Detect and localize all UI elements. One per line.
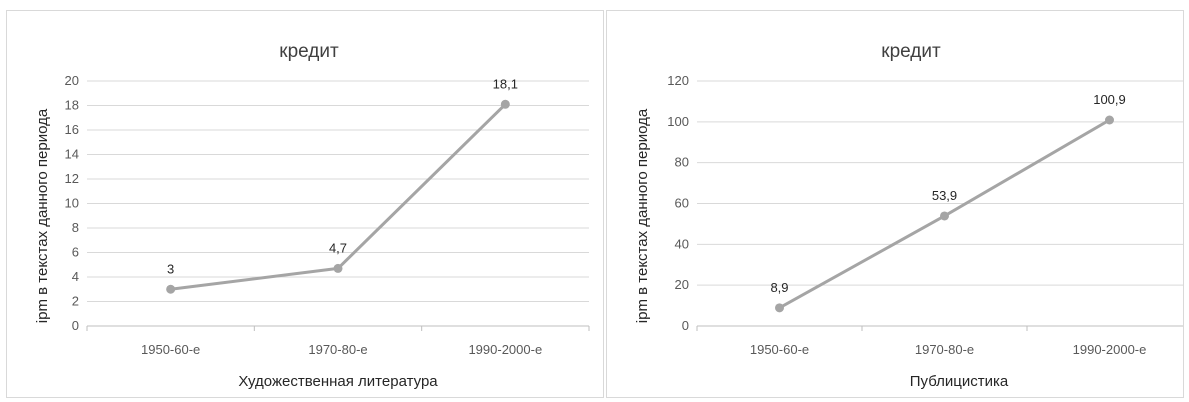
y-tick-label: 8 [72,220,79,235]
x-axis-label: Художественная литература [238,373,438,390]
data-point [940,211,949,221]
data-point [1105,115,1114,125]
y-tick-label: 18 [65,98,79,113]
y-tick-label: 0 [682,318,689,333]
x-tick-label: 1990-2000-е [1073,342,1147,357]
y-tick-label: 100 [667,114,689,129]
data-label: 100,9 [1093,92,1126,107]
y-tick-label: 0 [72,318,79,333]
y-tick-label: 12 [65,171,79,186]
y-tick-label: 40 [675,236,689,251]
chart-panel-journalism: кредит ipm в текстах данного периода Пуб… [606,10,1184,398]
data-label: 8,9 [770,280,788,295]
series-line [170,103,507,291]
x-tick-label: 1950-60-е [750,342,809,357]
y-axis-label: ipm в текстах данного периода [34,108,51,323]
y-tick-label: 4 [72,269,79,284]
data-point [500,99,510,109]
line-chart-fiction: кредит ipm в текстах данного периода Худ… [34,41,590,390]
data-label: 3 [167,261,174,276]
y-tick-label: 6 [72,245,79,260]
chart-title: кредит [881,41,941,62]
y-tick-label: 120 [667,73,689,88]
chart-panel-fiction: кредит ipm в текстах данного периода Худ… [6,10,604,398]
data-point [166,284,176,294]
x-tick-labels: 1950-60-е 1970-80-е 1990-2000-е [696,326,1147,357]
line-chart-journalism: кредит ipm в текстах данного периода Пуб… [634,41,1183,390]
chart-title: кредит [279,41,339,62]
x-axis-label: Публицистика [910,373,1009,390]
y-tick-label: 14 [65,147,79,162]
y-tick-label: 2 [72,294,79,309]
data-label: 4,7 [329,240,347,255]
x-tick-label: 1970-80-е [308,342,367,357]
data-point [333,263,343,273]
y-tick-labels: 0 20 40 60 80 100 120 [667,73,689,333]
gridlines [87,80,589,302]
data-label: 53,9 [932,188,957,203]
x-tick-label: 1970-80-е [915,342,974,357]
x-tick-label: 1950-60-е [141,342,200,357]
y-tick-labels: 0 2 4 6 8 10 12 14 16 18 20 [65,73,79,333]
data-label: 18,1 [493,76,518,91]
gridlines [697,80,1183,286]
y-tick-label: 20 [675,277,689,292]
y-tick-label: 10 [65,196,79,211]
y-axis-label: ipm в текстах данного периода [634,108,651,323]
y-tick-label: 80 [675,155,689,170]
y-tick-label: 60 [675,196,689,211]
y-tick-label: 16 [65,122,79,137]
y-tick-label: 20 [65,73,79,88]
x-tick-label: 1990-2000-е [468,342,542,357]
x-tick-labels: 1950-60-е 1970-80-е 1990-2000-е [86,326,590,357]
data-point [775,303,784,313]
